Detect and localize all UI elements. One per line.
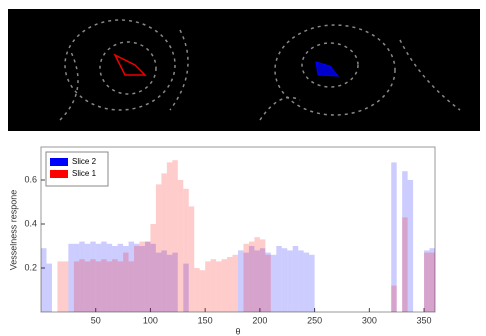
bar — [189, 206, 194, 312]
bar — [200, 270, 205, 312]
bar — [41, 248, 46, 312]
bar — [238, 250, 243, 312]
legend-swatch — [50, 170, 68, 178]
x-tick-label: 200 — [252, 315, 267, 325]
bar — [430, 253, 435, 312]
bar — [254, 237, 259, 312]
legend-swatch — [50, 158, 68, 166]
chart: θ Vesselness respone 0.2 0.4 0.6 50 100 150 20… — [0, 140, 486, 336]
bar — [172, 160, 177, 312]
legend: Slice 2 Slice 1 — [46, 152, 108, 186]
bar — [260, 239, 265, 312]
bar — [293, 246, 298, 312]
bar — [304, 253, 309, 312]
bar — [129, 261, 134, 312]
bar — [233, 255, 238, 312]
bar — [243, 244, 248, 312]
bar — [140, 242, 145, 312]
bar — [265, 255, 270, 312]
bar — [408, 180, 413, 312]
bar — [276, 246, 281, 312]
x-tick-label: 150 — [198, 315, 213, 325]
y-axis-label: Vesselness respone — [8, 190, 18, 271]
bar — [107, 261, 112, 312]
bar — [96, 261, 101, 312]
bar — [79, 259, 84, 312]
bar — [90, 259, 95, 312]
vessel-image — [0, 0, 486, 134]
x-tick-label: 100 — [143, 315, 158, 325]
bar — [216, 261, 221, 312]
image-background — [8, 9, 480, 131]
bar — [298, 250, 303, 312]
legend-label: Slice 2 — [72, 157, 97, 166]
x-tick-label: 350 — [417, 315, 432, 325]
bar — [68, 244, 73, 312]
x-tick-label: 50 — [91, 315, 101, 325]
y-tick-label: 0.6 — [24, 174, 37, 184]
y-tick-label: 0.2 — [24, 262, 37, 272]
bar — [391, 286, 396, 312]
bar — [150, 224, 155, 312]
bar — [402, 217, 407, 312]
bar — [161, 173, 166, 312]
bar — [156, 184, 161, 312]
bar — [112, 259, 117, 312]
x-tick-label: 250 — [307, 315, 322, 325]
bar — [227, 257, 232, 312]
bar — [282, 248, 287, 312]
bar — [57, 261, 62, 312]
bar — [118, 261, 123, 312]
bar — [145, 242, 150, 312]
y-tick-label: 0.4 — [24, 218, 37, 228]
bar — [205, 261, 210, 312]
bar — [222, 259, 227, 312]
bar — [424, 253, 429, 312]
bar — [271, 255, 276, 312]
bar — [287, 250, 292, 312]
x-axis-label: θ — [235, 326, 240, 336]
bar — [123, 253, 128, 312]
bar — [74, 261, 79, 312]
bar — [63, 261, 68, 312]
bar — [167, 162, 172, 312]
x-tick-label: 300 — [362, 315, 377, 325]
legend-label: Slice 1 — [72, 169, 97, 178]
bar — [194, 268, 199, 312]
bar — [211, 259, 216, 312]
bar — [134, 246, 139, 312]
bar — [101, 259, 106, 312]
bar — [309, 255, 314, 312]
page: {"chart_data": {"type": "bar", "x": [0,5… — [0, 0, 486, 336]
bar — [183, 189, 188, 312]
bar — [85, 261, 90, 312]
bar — [46, 264, 51, 312]
bar — [178, 180, 183, 312]
bar — [249, 242, 254, 312]
